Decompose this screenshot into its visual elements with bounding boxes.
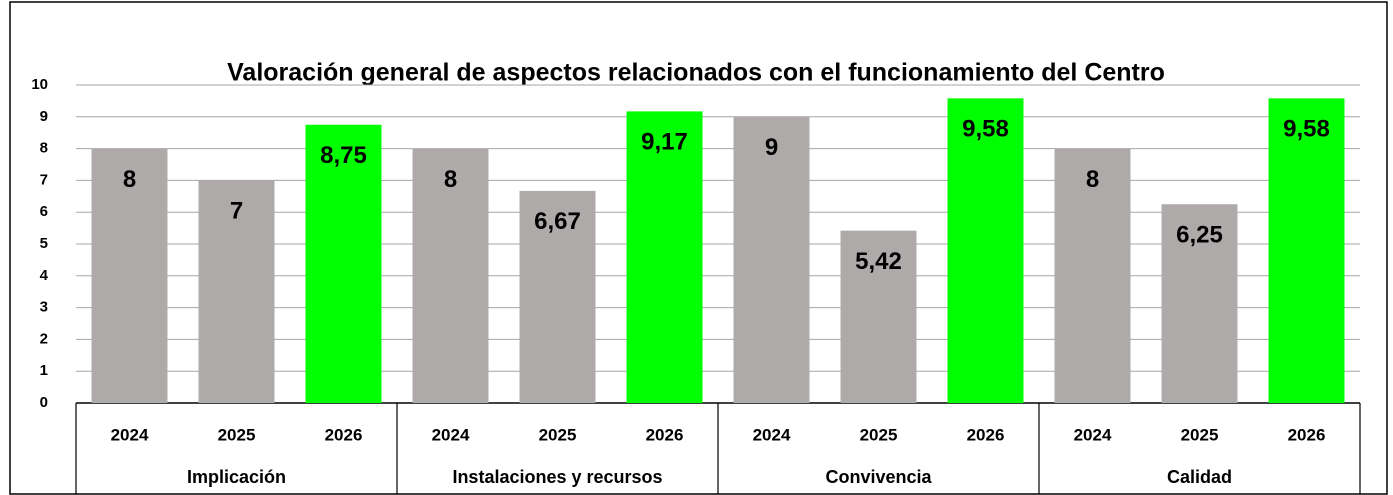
x-tick-label: 2025	[860, 425, 898, 444]
value-label: 9,58	[1283, 116, 1330, 143]
x-tick-label: 2024	[111, 425, 149, 444]
x-tick-label: 2024	[1074, 425, 1112, 444]
bar	[947, 98, 1024, 403]
chart-title: Valoración general de aspectos relaciona…	[227, 59, 1165, 87]
value-label: 8	[1086, 166, 1099, 193]
bar	[626, 111, 703, 404]
bar	[1268, 98, 1345, 403]
bar	[519, 190, 596, 403]
y-tick-label: 10	[31, 76, 48, 93]
value-label: 9,17	[641, 129, 688, 156]
value-label: 6,25	[1176, 222, 1223, 249]
bar	[412, 148, 489, 403]
bar	[733, 116, 810, 404]
value-label: 9,58	[962, 116, 1009, 143]
x-tick-label: 2026	[646, 425, 684, 444]
bar	[198, 180, 275, 403]
value-label: 5,42	[855, 248, 902, 275]
bar	[1161, 204, 1238, 403]
value-label: 8	[123, 166, 136, 193]
y-tick-label: 9	[40, 108, 48, 125]
x-tick-label: 2024	[753, 425, 791, 444]
x-tick-label: 2024	[432, 425, 470, 444]
group-label: Calidad	[1167, 467, 1232, 487]
bar	[305, 124, 382, 403]
group-label: Convivencia	[825, 467, 932, 487]
x-tick-label: 2025	[539, 425, 577, 444]
y-tick-label: 6	[40, 203, 48, 220]
x-tick-label: 2026	[1288, 425, 1326, 444]
y-tick-label: 5	[40, 235, 48, 252]
bar	[840, 230, 917, 403]
x-tick-label: 2025	[218, 425, 256, 444]
value-label: 8,75	[320, 142, 367, 169]
y-tick-label: 3	[40, 299, 48, 316]
y-tick-label: 4	[40, 267, 49, 284]
y-tick-label: 8	[40, 140, 48, 157]
y-tick-label: 0	[40, 394, 48, 411]
value-label: 7	[230, 198, 243, 225]
y-tick-label: 7	[40, 171, 48, 188]
value-label: 6,67	[534, 208, 581, 235]
y-tick-label: 1	[40, 362, 48, 379]
value-label: 9	[765, 134, 778, 161]
x-tick-label: 2026	[967, 425, 1005, 444]
y-tick-label: 2	[40, 330, 48, 347]
value-label: 8	[444, 166, 457, 193]
x-tick-label: 2025	[1181, 425, 1219, 444]
group-label: Implicación	[187, 467, 286, 487]
x-tick-label: 2026	[325, 425, 363, 444]
bar	[91, 148, 168, 403]
group-label: Instalaciones y recursos	[452, 467, 662, 487]
bar	[1054, 148, 1131, 403]
